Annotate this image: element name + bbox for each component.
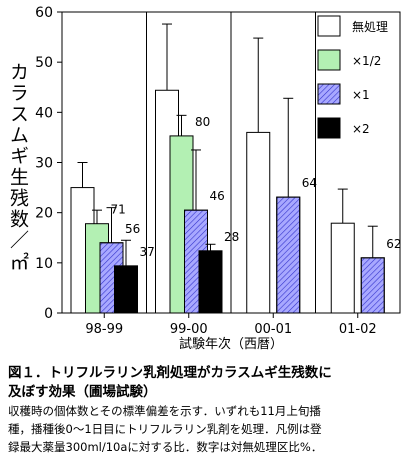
y-tick-label: 10 [35, 256, 53, 272]
bar-hatch [360, 257, 385, 314]
legend-label: ×2 [352, 122, 370, 136]
bar [330, 222, 355, 314]
x-tick-label: 01-02 [339, 322, 377, 337]
y-tick-label: 30 [35, 156, 53, 172]
bar [198, 250, 223, 314]
y-axis-label: カラスムギ生残数／㎡ [7, 62, 29, 272]
legend-label: 無処理 [352, 19, 388, 34]
caption-title: 図１．トリフルラリン乳剤処理がカラスムギ生残数に [8, 364, 332, 381]
caption-text: 種，播種後0～1日目にトリフルラリン乳剤を処理．凡例は登 [8, 422, 322, 436]
x-axis-label: 試験年次（西暦） [179, 336, 283, 352]
legend-swatch [317, 117, 341, 139]
caption-text: 収穫時の個体数とその標準偏差を示す．いずれも11月上旬播 [8, 404, 321, 418]
bar [246, 131, 271, 314]
legend-hatch [317, 83, 341, 105]
y-tick-label: 20 [35, 206, 53, 222]
percent-label: 56 [125, 222, 140, 236]
legend-swatch [317, 49, 341, 71]
y-tick-label: 40 [35, 105, 53, 121]
percent-label: 80 [195, 115, 210, 129]
caption-text: 録最大薬量300ml/10aに対する比．数字は対無処理区比%． [8, 440, 322, 454]
x-tick-label: 00-01 [254, 322, 292, 337]
legend-swatch [317, 15, 341, 37]
x-tick-label: 99-00 [170, 322, 208, 337]
legend-label: ×1/2 [352, 54, 381, 68]
percent-label: 71 [111, 203, 126, 217]
y-tick-label: 60 [35, 5, 53, 21]
y-tick-label: 50 [35, 55, 53, 71]
percent-label: 46 [210, 189, 225, 203]
caption-title: 及ぼす効果（圃場試験） [8, 383, 157, 400]
percent-label: 64 [302, 176, 317, 190]
bar [114, 265, 138, 314]
y-tick-label: 0 [44, 306, 53, 322]
percent-label: 62 [386, 237, 401, 251]
percent-label: 28 [224, 230, 239, 244]
percent-label: 37 [140, 245, 155, 259]
x-tick-label: 98-99 [85, 322, 123, 337]
bar-hatch [276, 196, 301, 314]
legend-label: ×1 [352, 88, 370, 102]
